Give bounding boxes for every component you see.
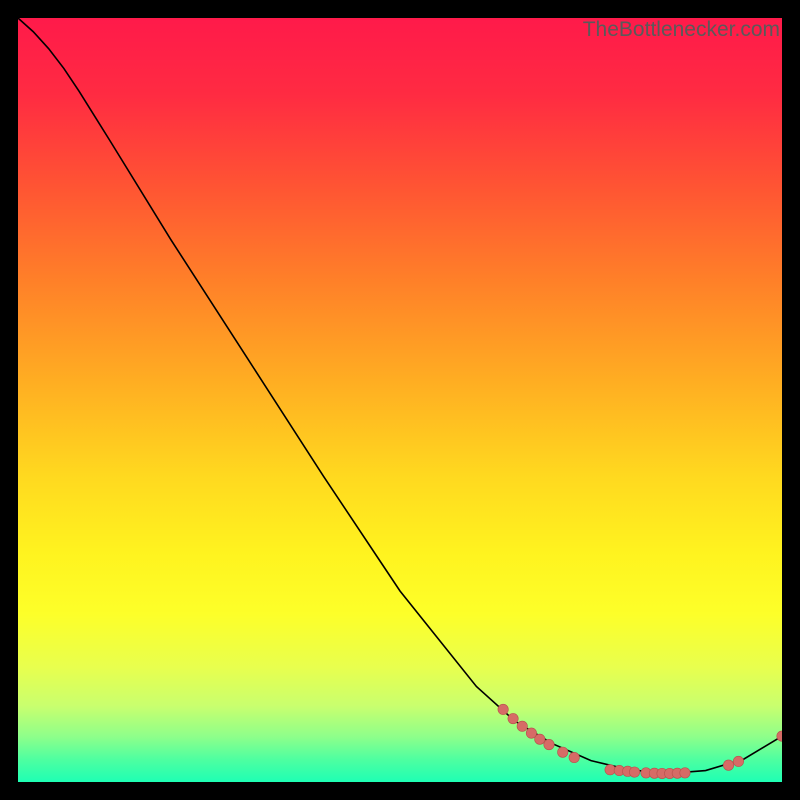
marker-point [629, 767, 639, 777]
marker-point [733, 756, 743, 766]
marker-point [517, 721, 527, 731]
chart-svg [18, 18, 782, 782]
marker-point [498, 704, 508, 714]
chart-container: TheBottlenecker.com [0, 0, 800, 800]
marker-point [569, 752, 579, 762]
marker-point [680, 768, 690, 778]
curve-markers [498, 704, 782, 778]
plot-area: TheBottlenecker.com [18, 18, 782, 782]
marker-point [723, 760, 733, 770]
watermark-text: TheBottlenecker.com [583, 18, 780, 42]
marker-point [558, 747, 568, 757]
marker-point [544, 739, 554, 749]
marker-point [508, 713, 518, 723]
marker-point [535, 734, 545, 744]
marker-point [605, 765, 615, 775]
bottleneck-curve [18, 18, 782, 774]
marker-point [777, 731, 782, 741]
